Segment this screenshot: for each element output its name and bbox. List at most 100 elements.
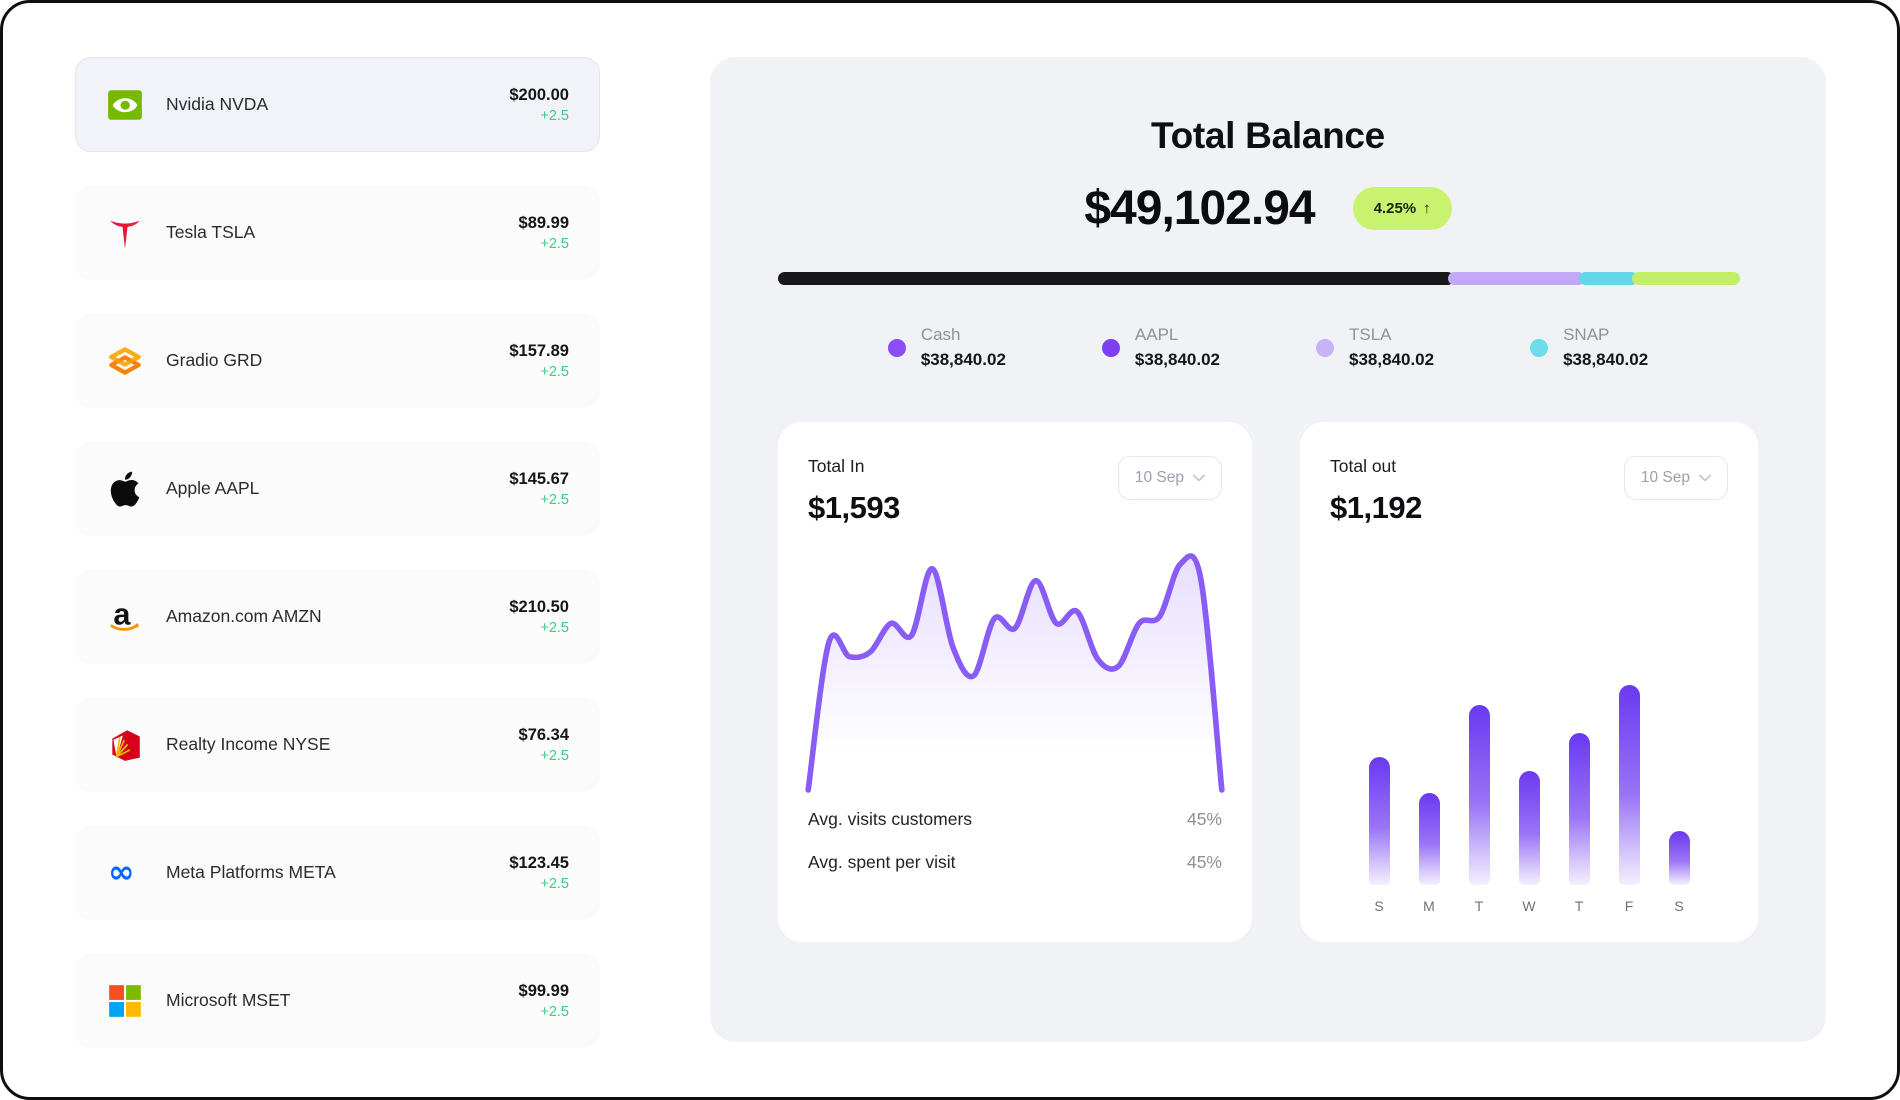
allocation-legend: Cash $38,840.02 AAPL $38,840.02 TSLA $38… — [778, 325, 1758, 370]
stock-row-realty-income[interactable]: Realty Income NYSE $76.34 +2.5 — [75, 697, 600, 792]
svg-text:a: a — [113, 598, 131, 631]
stock-price: $99.99 — [518, 981, 569, 1000]
apple-logo-icon — [106, 470, 144, 508]
bar-column: F — [1618, 685, 1640, 914]
stock-row-amazon[interactable]: a Amazon.com AMZN $210.50 +2.5 — [75, 569, 600, 664]
bar — [1518, 771, 1540, 885]
summary-cards: Total In $1,593 10 Sep — [778, 422, 1758, 942]
bar-day-label: F — [1624, 898, 1634, 914]
legend-label: TSLA — [1349, 325, 1392, 344]
stock-change: +2.5 — [540, 235, 569, 252]
bar-day-label: M — [1423, 898, 1435, 914]
total-out-value: $1,192 — [1330, 490, 1422, 525]
stock-watchlist: Nvidia NVDA $200.00 +2.5 Tesla TSLA $89.… — [75, 57, 600, 1048]
bar — [1418, 793, 1440, 885]
stock-price: $123.45 — [509, 853, 569, 872]
stock-change: +2.5 — [540, 747, 569, 764]
stock-price: $89.99 — [518, 213, 569, 232]
stock-change: +2.5 — [540, 619, 569, 636]
bar-column: S — [1668, 831, 1690, 914]
legend-item-tsla: TSLA $38,840.02 — [1316, 325, 1434, 370]
nvidia-logo-icon — [106, 86, 144, 124]
legend-dot-icon — [1101, 338, 1120, 357]
total-out-label: Total out — [1330, 456, 1397, 476]
legend-item-aapl: AAPL $38,840.02 — [1101, 325, 1220, 370]
legend-label: SNAP — [1563, 325, 1610, 344]
balance-panel: Total Balance $49,102.94 4.25% ↑ Cash $3… — [710, 57, 1826, 1042]
stock-change: +2.5 — [540, 1003, 569, 1020]
stat-value: 45% — [1186, 809, 1222, 829]
arrow-up-icon: ↑ — [1423, 200, 1431, 217]
bar — [1368, 757, 1390, 885]
allocation-segment-aapl — [1448, 272, 1586, 285]
bar-column: W — [1518, 771, 1540, 914]
total-in-period-dropdown[interactable]: 10 Sep — [1117, 456, 1222, 500]
chevron-down-icon — [1699, 474, 1711, 482]
allocation-segment-snap — [1632, 272, 1740, 285]
stat-value: 45% — [1186, 852, 1222, 872]
stock-row-gradio[interactable]: Gradio GRD $157.89 +2.5 — [75, 313, 600, 408]
stock-name: Nvidia NVDA — [166, 94, 269, 114]
bar — [1618, 685, 1640, 885]
allocation-bar — [778, 272, 1758, 285]
bar-day-label: W — [1522, 898, 1536, 914]
period-label: 10 Sep — [1134, 469, 1184, 486]
allocation-segment-cash — [778, 272, 1455, 285]
page-title: Total Balance — [1151, 115, 1385, 156]
stock-price: $210.50 — [509, 597, 569, 616]
balance-change-badge: 4.25% ↑ — [1352, 187, 1452, 230]
legend-label: AAPL — [1134, 325, 1179, 344]
total-in-card: Total In $1,593 10 Sep — [778, 422, 1252, 942]
stock-name: Apple AAPL — [166, 478, 260, 498]
legend-label: Cash — [920, 325, 961, 344]
bar-day-label: S — [1674, 898, 1684, 914]
stock-price: $157.89 — [509, 341, 569, 360]
total-out-card: Total out $1,192 10 Sep S M T — [1300, 422, 1758, 942]
bar-column: M — [1418, 793, 1440, 914]
bar-day-label: T — [1474, 898, 1484, 914]
total-in-stats: Avg. visits customers 45% Avg. spent per… — [808, 798, 1222, 884]
stock-name: Realty Income NYSE — [166, 734, 331, 754]
stock-name: Microsoft MSET — [166, 990, 291, 1010]
stock-change: +2.5 — [540, 491, 569, 508]
meta-logo-icon: ∞ — [106, 854, 144, 892]
total-out-bar-chart: S M T W T F S — [1330, 685, 1728, 916]
stock-price: $76.34 — [518, 725, 569, 744]
total-balance-amount: $49,102.94 — [1084, 182, 1315, 235]
badge-percent: 4.25% — [1373, 200, 1417, 217]
stock-name: Tesla TSLA — [166, 222, 256, 242]
stock-row-meta[interactable]: ∞ Meta Platforms META $123.45 +2.5 — [75, 825, 600, 920]
bar-day-label: T — [1574, 898, 1584, 914]
period-label: 10 Sep — [1640, 469, 1690, 486]
stat-row: Avg. visits customers 45% — [808, 798, 1222, 841]
svg-text:∞: ∞ — [108, 854, 134, 890]
stock-price: $145.67 — [509, 469, 569, 488]
legend-value: $38,840.02 — [920, 350, 1006, 369]
stat-label: Avg. spent per visit — [808, 852, 956, 872]
total-in-area-chart — [800, 542, 1230, 794]
microsoft-logo-icon — [106, 982, 144, 1020]
legend-item-snap: SNAP $38,840.02 — [1530, 325, 1648, 370]
bar-day-label: S — [1374, 898, 1384, 914]
total-out-period-dropdown[interactable]: 10 Sep — [1623, 456, 1728, 500]
stat-label: Avg. visits customers — [808, 809, 973, 829]
bar-column: S — [1368, 757, 1390, 914]
stock-change: +2.5 — [540, 875, 569, 892]
total-in-value: $1,593 — [808, 490, 900, 525]
stock-name: Gradio GRD — [166, 350, 263, 370]
allocation-segment-tsla — [1579, 272, 1639, 285]
stat-row: Avg. spent per visit 45% — [808, 841, 1222, 884]
bar-column: T — [1468, 705, 1490, 914]
balance-amount-row: $49,102.94 4.25% ↑ — [778, 181, 1758, 236]
stock-row-nvidia[interactable]: Nvidia NVDA $200.00 +2.5 — [75, 57, 600, 152]
chevron-down-icon — [1193, 474, 1205, 482]
stock-price: $200.00 — [509, 85, 569, 104]
stock-row-tesla[interactable]: Tesla TSLA $89.99 +2.5 — [75, 185, 600, 280]
bar — [1668, 831, 1690, 885]
stock-row-microsoft[interactable]: Microsoft MSET $99.99 +2.5 — [75, 953, 600, 1048]
total-in-label: Total In — [808, 456, 865, 476]
tesla-logo-icon — [106, 214, 144, 252]
legend-item-cash: Cash $38,840.02 — [887, 325, 1006, 370]
stock-row-apple[interactable]: Apple AAPL $145.67 +2.5 — [75, 441, 600, 536]
bar — [1568, 733, 1590, 885]
